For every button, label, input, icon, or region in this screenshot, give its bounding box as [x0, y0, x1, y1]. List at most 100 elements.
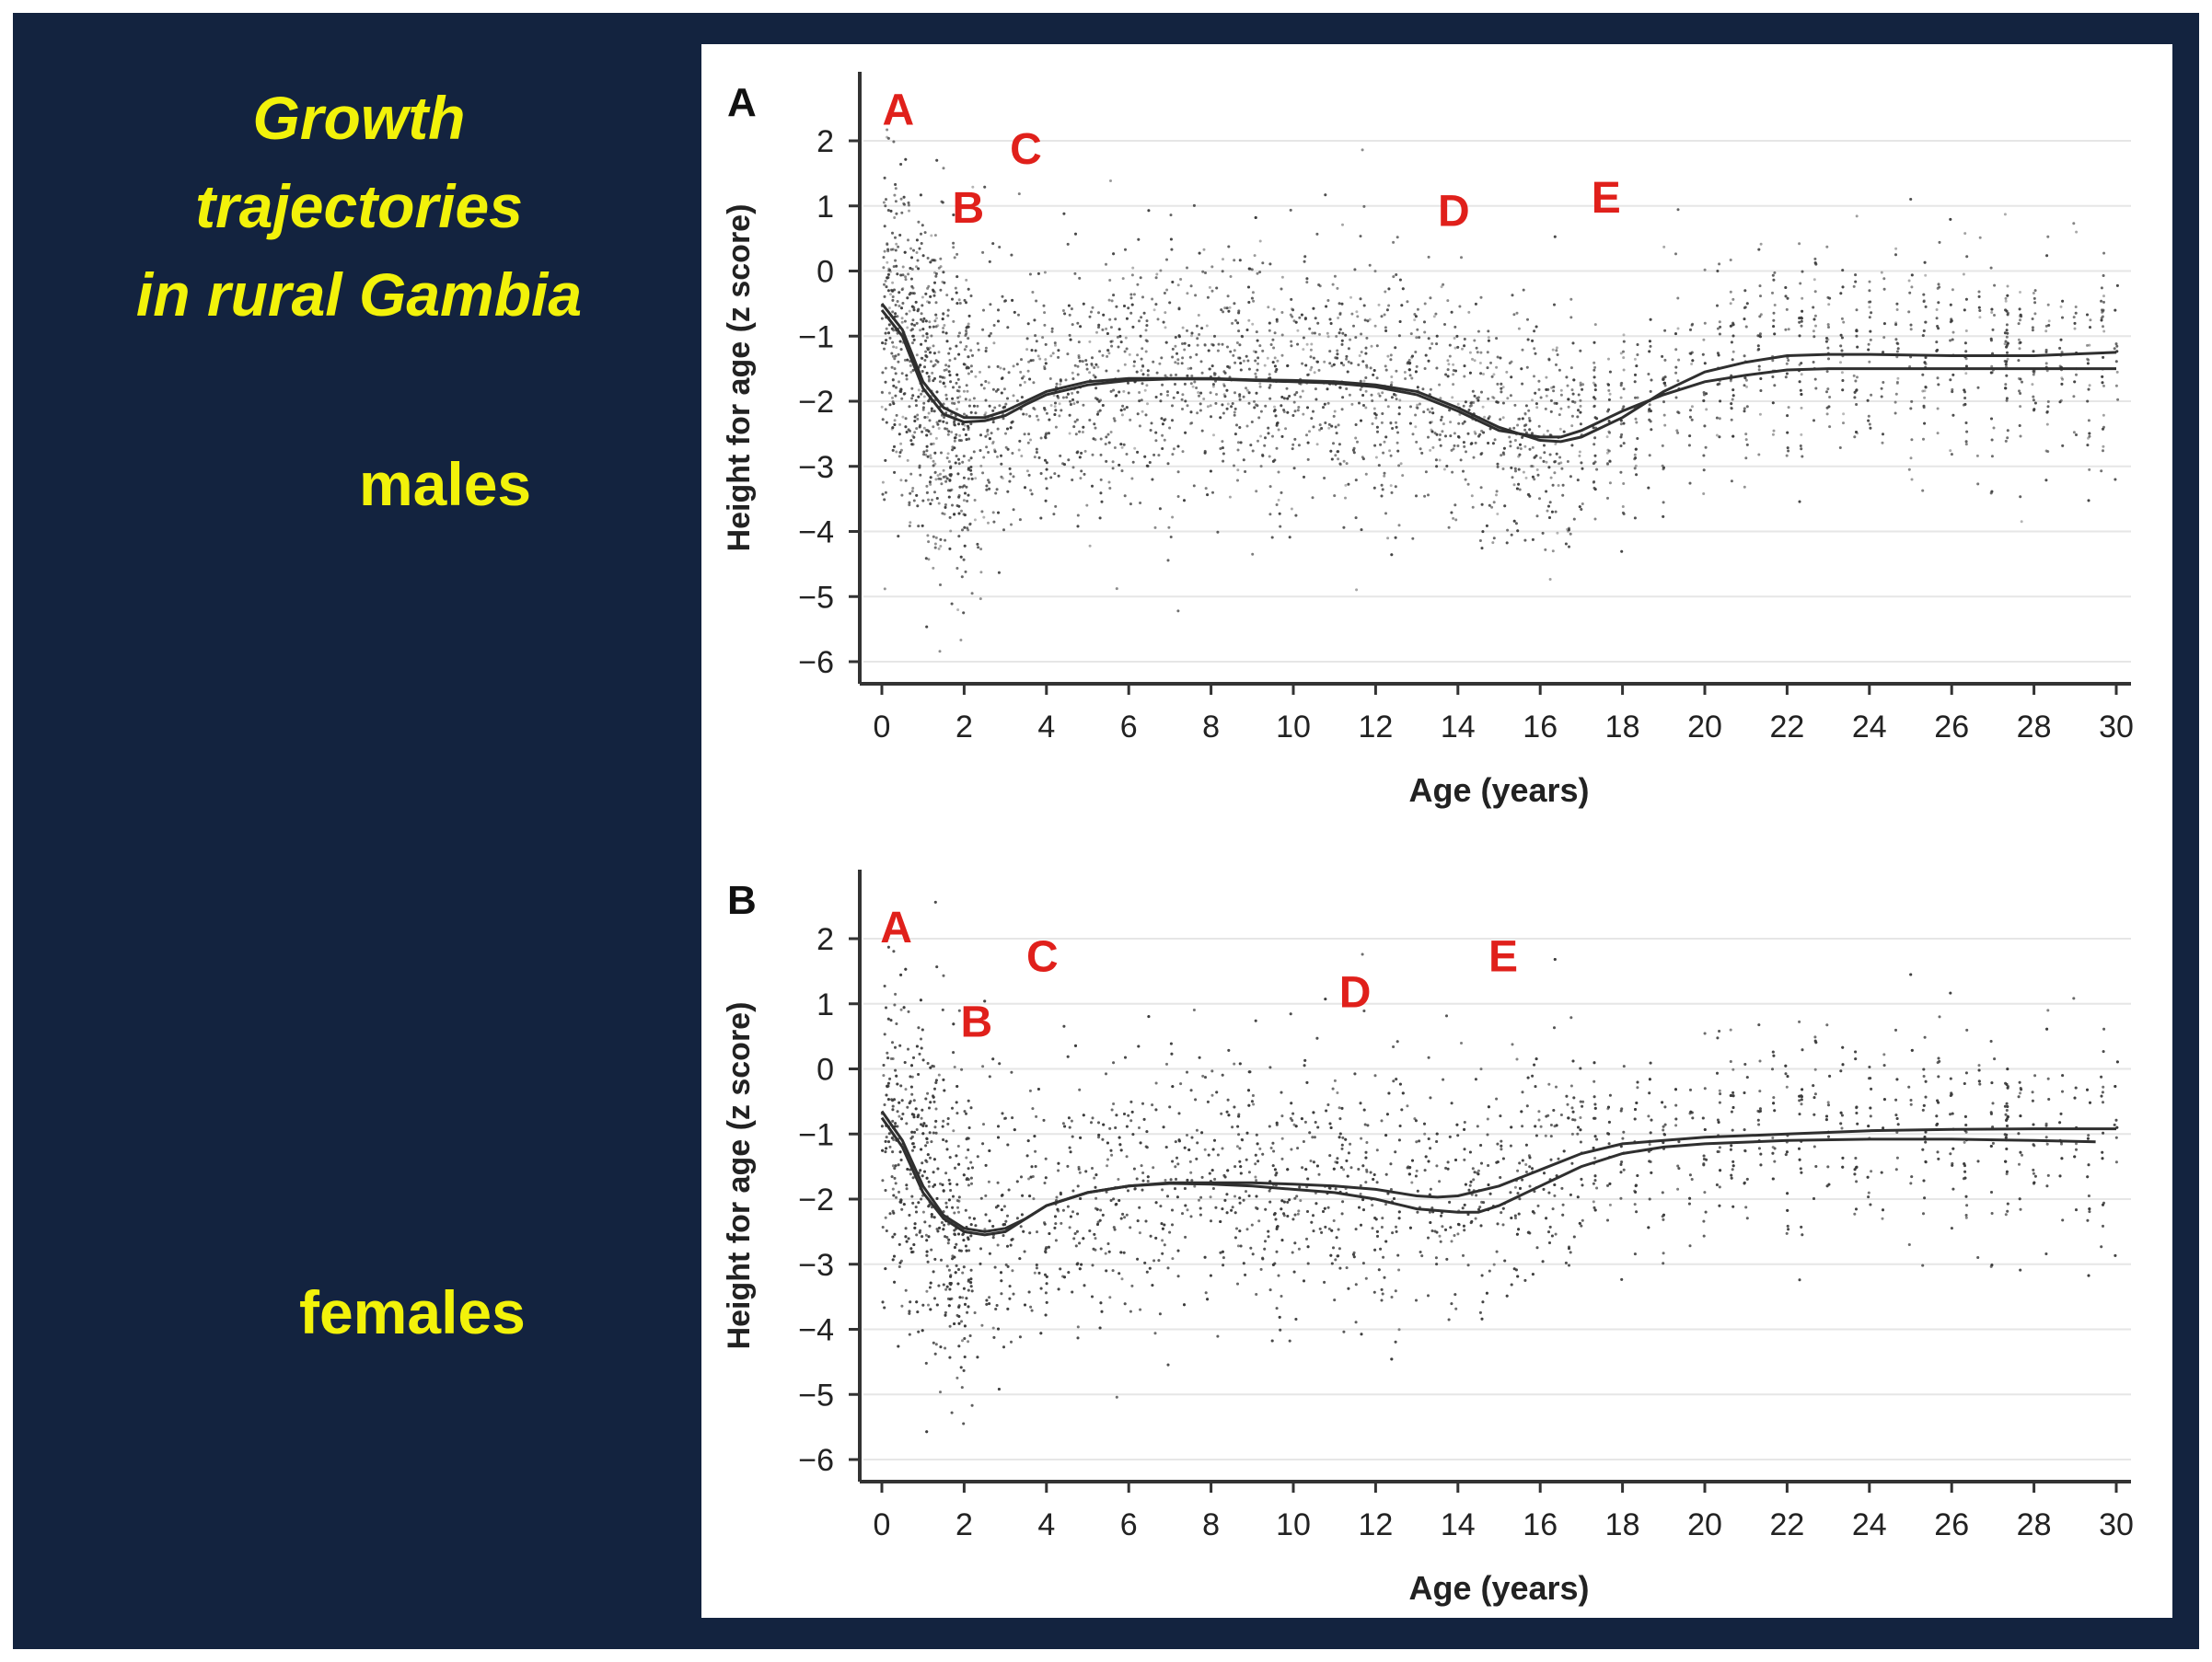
data-point — [1867, 414, 1870, 418]
data-point — [996, 427, 1000, 431]
data-point — [913, 420, 917, 422]
data-point — [1487, 442, 1490, 444]
data-point — [1019, 370, 1023, 374]
data-point — [884, 380, 887, 384]
data-point — [1419, 447, 1422, 451]
data-point — [886, 209, 890, 212]
data-point — [1236, 468, 1240, 472]
data-point — [1619, 382, 1623, 386]
data-point — [1256, 271, 1259, 275]
data-point — [1396, 441, 1399, 444]
data-point — [1312, 410, 1314, 413]
data-point — [897, 535, 900, 538]
data-point — [2113, 347, 2116, 351]
data-point — [1924, 305, 1928, 308]
data-point — [1280, 311, 1284, 314]
data-point — [968, 522, 972, 525]
data-point — [932, 425, 935, 429]
data-point — [908, 525, 911, 527]
data-point — [935, 317, 938, 320]
data-point — [951, 445, 955, 449]
data-point — [909, 292, 912, 294]
data-point — [1499, 418, 1502, 421]
data-point — [1570, 444, 1574, 447]
data-point — [1854, 379, 1858, 383]
data-point — [1353, 268, 1357, 271]
data-point — [1607, 398, 1611, 401]
data-point — [1312, 306, 1315, 310]
data-point — [1908, 291, 1912, 294]
data-point — [1731, 350, 1735, 353]
data-point — [1372, 407, 1376, 410]
data-point — [1073, 420, 1077, 423]
data-point — [899, 348, 903, 352]
data-point — [1019, 384, 1022, 387]
data-point — [929, 482, 932, 486]
data-point — [1306, 441, 1310, 444]
data-point — [1907, 279, 1911, 283]
data-point — [1174, 383, 1176, 386]
data-point — [1619, 422, 1623, 426]
data-point — [1124, 336, 1128, 340]
data-point — [1452, 373, 1455, 376]
data-point — [912, 248, 915, 252]
data-point — [1236, 448, 1240, 452]
data-point — [1951, 288, 1954, 292]
data-point — [1073, 420, 1077, 423]
data-point — [2032, 296, 2036, 300]
data-point — [1377, 392, 1381, 396]
data-point — [923, 365, 926, 369]
data-point — [1140, 398, 1143, 402]
data-point — [2074, 306, 2078, 308]
data-point — [1129, 296, 1133, 300]
data-point — [1771, 291, 1774, 294]
data-point — [1462, 469, 1465, 473]
data-point — [2044, 348, 2048, 352]
data-point — [1006, 326, 1010, 329]
data-point — [1458, 412, 1462, 416]
data-point — [1547, 358, 1551, 362]
data-point — [986, 430, 990, 433]
data-point — [937, 351, 941, 354]
data-point — [1268, 262, 1272, 266]
data-point — [934, 301, 938, 305]
data-point — [1378, 394, 1382, 398]
data-point — [1910, 399, 1914, 403]
data-point — [1935, 317, 1939, 320]
data-point — [1785, 372, 1789, 375]
data-point — [1380, 315, 1384, 318]
data-point — [928, 419, 932, 422]
data-point — [967, 287, 970, 291]
data-point — [891, 310, 895, 314]
data-point — [884, 458, 887, 462]
data-point — [1158, 362, 1162, 365]
data-point — [1745, 405, 1749, 409]
data-point — [1799, 282, 1802, 285]
data-point — [1490, 505, 1494, 509]
data-point — [1313, 371, 1316, 375]
data-point — [955, 567, 959, 570]
data-point — [1429, 421, 1432, 424]
data-point — [900, 372, 904, 375]
data-point — [1313, 331, 1316, 335]
data-point — [2114, 308, 2117, 312]
data-point — [1573, 400, 1577, 404]
data-point — [2086, 357, 2090, 361]
data-point — [1113, 419, 1117, 422]
data-point — [1257, 416, 1261, 420]
data-point — [2005, 374, 2009, 377]
data-point — [988, 334, 991, 338]
data-point — [2032, 292, 2035, 294]
data-point — [1444, 373, 1448, 376]
data-point — [1460, 256, 1463, 260]
data-point — [1144, 413, 1148, 417]
data-point — [1338, 331, 1341, 335]
data-point — [1619, 435, 1623, 439]
data-point — [1153, 525, 1157, 529]
data-point — [1027, 473, 1031, 477]
data-point — [945, 294, 949, 297]
data-point — [1141, 373, 1145, 376]
data-point — [1435, 342, 1439, 346]
data-point — [1430, 342, 1434, 345]
data-point — [1409, 332, 1413, 336]
